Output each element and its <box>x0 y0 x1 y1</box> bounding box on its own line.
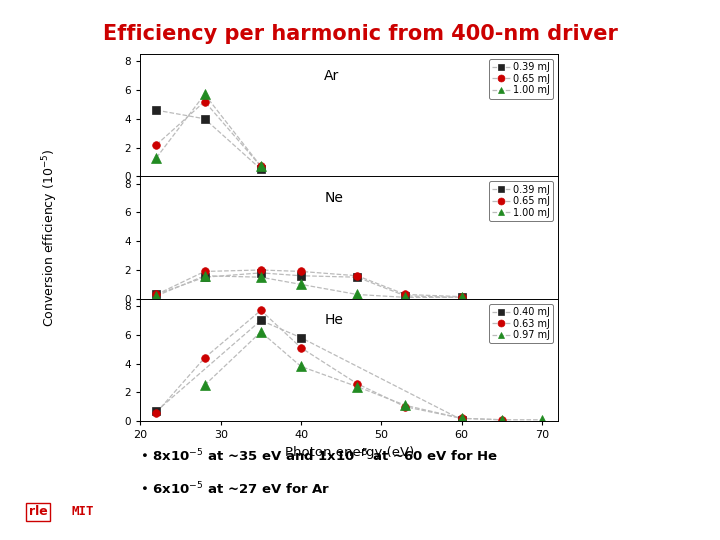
0.63 mJ <box>401 403 410 410</box>
1.00 mJ <box>152 154 161 161</box>
0.39 mJ <box>200 116 209 122</box>
0.40 mJ <box>256 317 265 323</box>
0.65 mJ <box>457 293 466 300</box>
1.00 mJ <box>401 294 410 301</box>
0.39 mJ <box>353 274 361 280</box>
0.39 mJ <box>297 273 305 279</box>
Text: Conversion efficiency (10$^{-5}$): Conversion efficiency (10$^{-5}$) <box>40 148 60 327</box>
Line: 1.00 mJ: 1.00 mJ <box>152 90 266 171</box>
0.65 mJ <box>297 268 305 275</box>
0.63 mJ <box>152 409 161 416</box>
0.39 mJ <box>256 166 265 172</box>
0.39 mJ <box>401 293 410 299</box>
Line: 0.63 mJ: 0.63 mJ <box>153 307 505 423</box>
Line: 0.39 mJ: 0.39 mJ <box>153 106 265 173</box>
Line: 1.00 mJ: 1.00 mJ <box>152 271 466 302</box>
Text: • 6x10$^{-5}$ at ~27 eV for Ar: • 6x10$^{-5}$ at ~27 eV for Ar <box>140 481 330 497</box>
1.00 mJ <box>200 91 209 98</box>
0.65 mJ <box>401 291 410 298</box>
Legend: 0.40 mJ, 0.63 mJ, 0.97 mJ: 0.40 mJ, 0.63 mJ, 0.97 mJ <box>489 303 553 343</box>
Text: Ar: Ar <box>324 69 339 83</box>
Text: Ne: Ne <box>324 191 343 205</box>
Text: • 8x10$^{-5}$ at ~35 eV and 1x10$^{-5}$ at ~60 eV for He: • 8x10$^{-5}$ at ~35 eV and 1x10$^{-5}$ … <box>140 448 498 464</box>
0.97 mJ <box>297 363 305 370</box>
Legend: 0.39 mJ, 0.65 mJ, 1.00 mJ: 0.39 mJ, 0.65 mJ, 1.00 mJ <box>489 59 553 99</box>
0.63 mJ <box>457 415 466 422</box>
Legend: 0.39 mJ, 0.65 mJ, 1.00 mJ: 0.39 mJ, 0.65 mJ, 1.00 mJ <box>489 181 553 221</box>
0.97 mJ <box>498 416 506 423</box>
Line: 0.65 mJ: 0.65 mJ <box>153 98 265 170</box>
1.00 mJ <box>256 163 265 170</box>
Text: rle: rle <box>29 505 48 518</box>
0.39 mJ <box>256 269 265 276</box>
0.39 mJ <box>200 274 209 280</box>
0.65 mJ <box>152 141 161 148</box>
X-axis label: Photon energy (eV): Photon energy (eV) <box>284 446 414 459</box>
0.63 mJ <box>353 381 361 387</box>
0.97 mJ <box>538 416 546 423</box>
0.65 mJ <box>200 98 209 105</box>
0.63 mJ <box>498 416 506 423</box>
0.63 mJ <box>297 345 305 351</box>
0.39 mJ <box>152 107 161 113</box>
Line: 0.65 mJ: 0.65 mJ <box>153 266 465 300</box>
Text: MIT: MIT <box>72 505 94 518</box>
1.00 mJ <box>256 274 265 280</box>
0.65 mJ <box>256 163 265 170</box>
1.00 mJ <box>152 293 161 299</box>
1.00 mJ <box>200 273 209 279</box>
1.00 mJ <box>353 291 361 298</box>
0.65 mJ <box>200 268 209 275</box>
0.97 mJ <box>353 383 361 390</box>
1.00 mJ <box>297 281 305 288</box>
Text: He: He <box>324 314 343 327</box>
0.39 mJ <box>457 294 466 301</box>
0.65 mJ <box>152 291 161 298</box>
0.63 mJ <box>200 355 209 361</box>
0.97 mJ <box>200 382 209 388</box>
0.63 mJ <box>256 307 265 314</box>
0.40 mJ <box>297 334 305 341</box>
1.00 mJ <box>457 294 466 301</box>
0.39 mJ <box>152 291 161 298</box>
0.40 mJ <box>152 408 161 414</box>
Line: 0.97 mJ: 0.97 mJ <box>200 327 546 424</box>
0.65 mJ <box>256 267 265 273</box>
Line: 0.40 mJ: 0.40 mJ <box>153 316 465 423</box>
0.97 mJ <box>457 415 466 422</box>
Text: Efficiency per harmonic from 400-nm driver: Efficiency per harmonic from 400-nm driv… <box>102 24 618 44</box>
0.97 mJ <box>401 402 410 409</box>
0.97 mJ <box>256 329 265 335</box>
Line: 0.39 mJ: 0.39 mJ <box>153 269 465 301</box>
0.40 mJ <box>457 416 466 423</box>
0.65 mJ <box>353 273 361 279</box>
